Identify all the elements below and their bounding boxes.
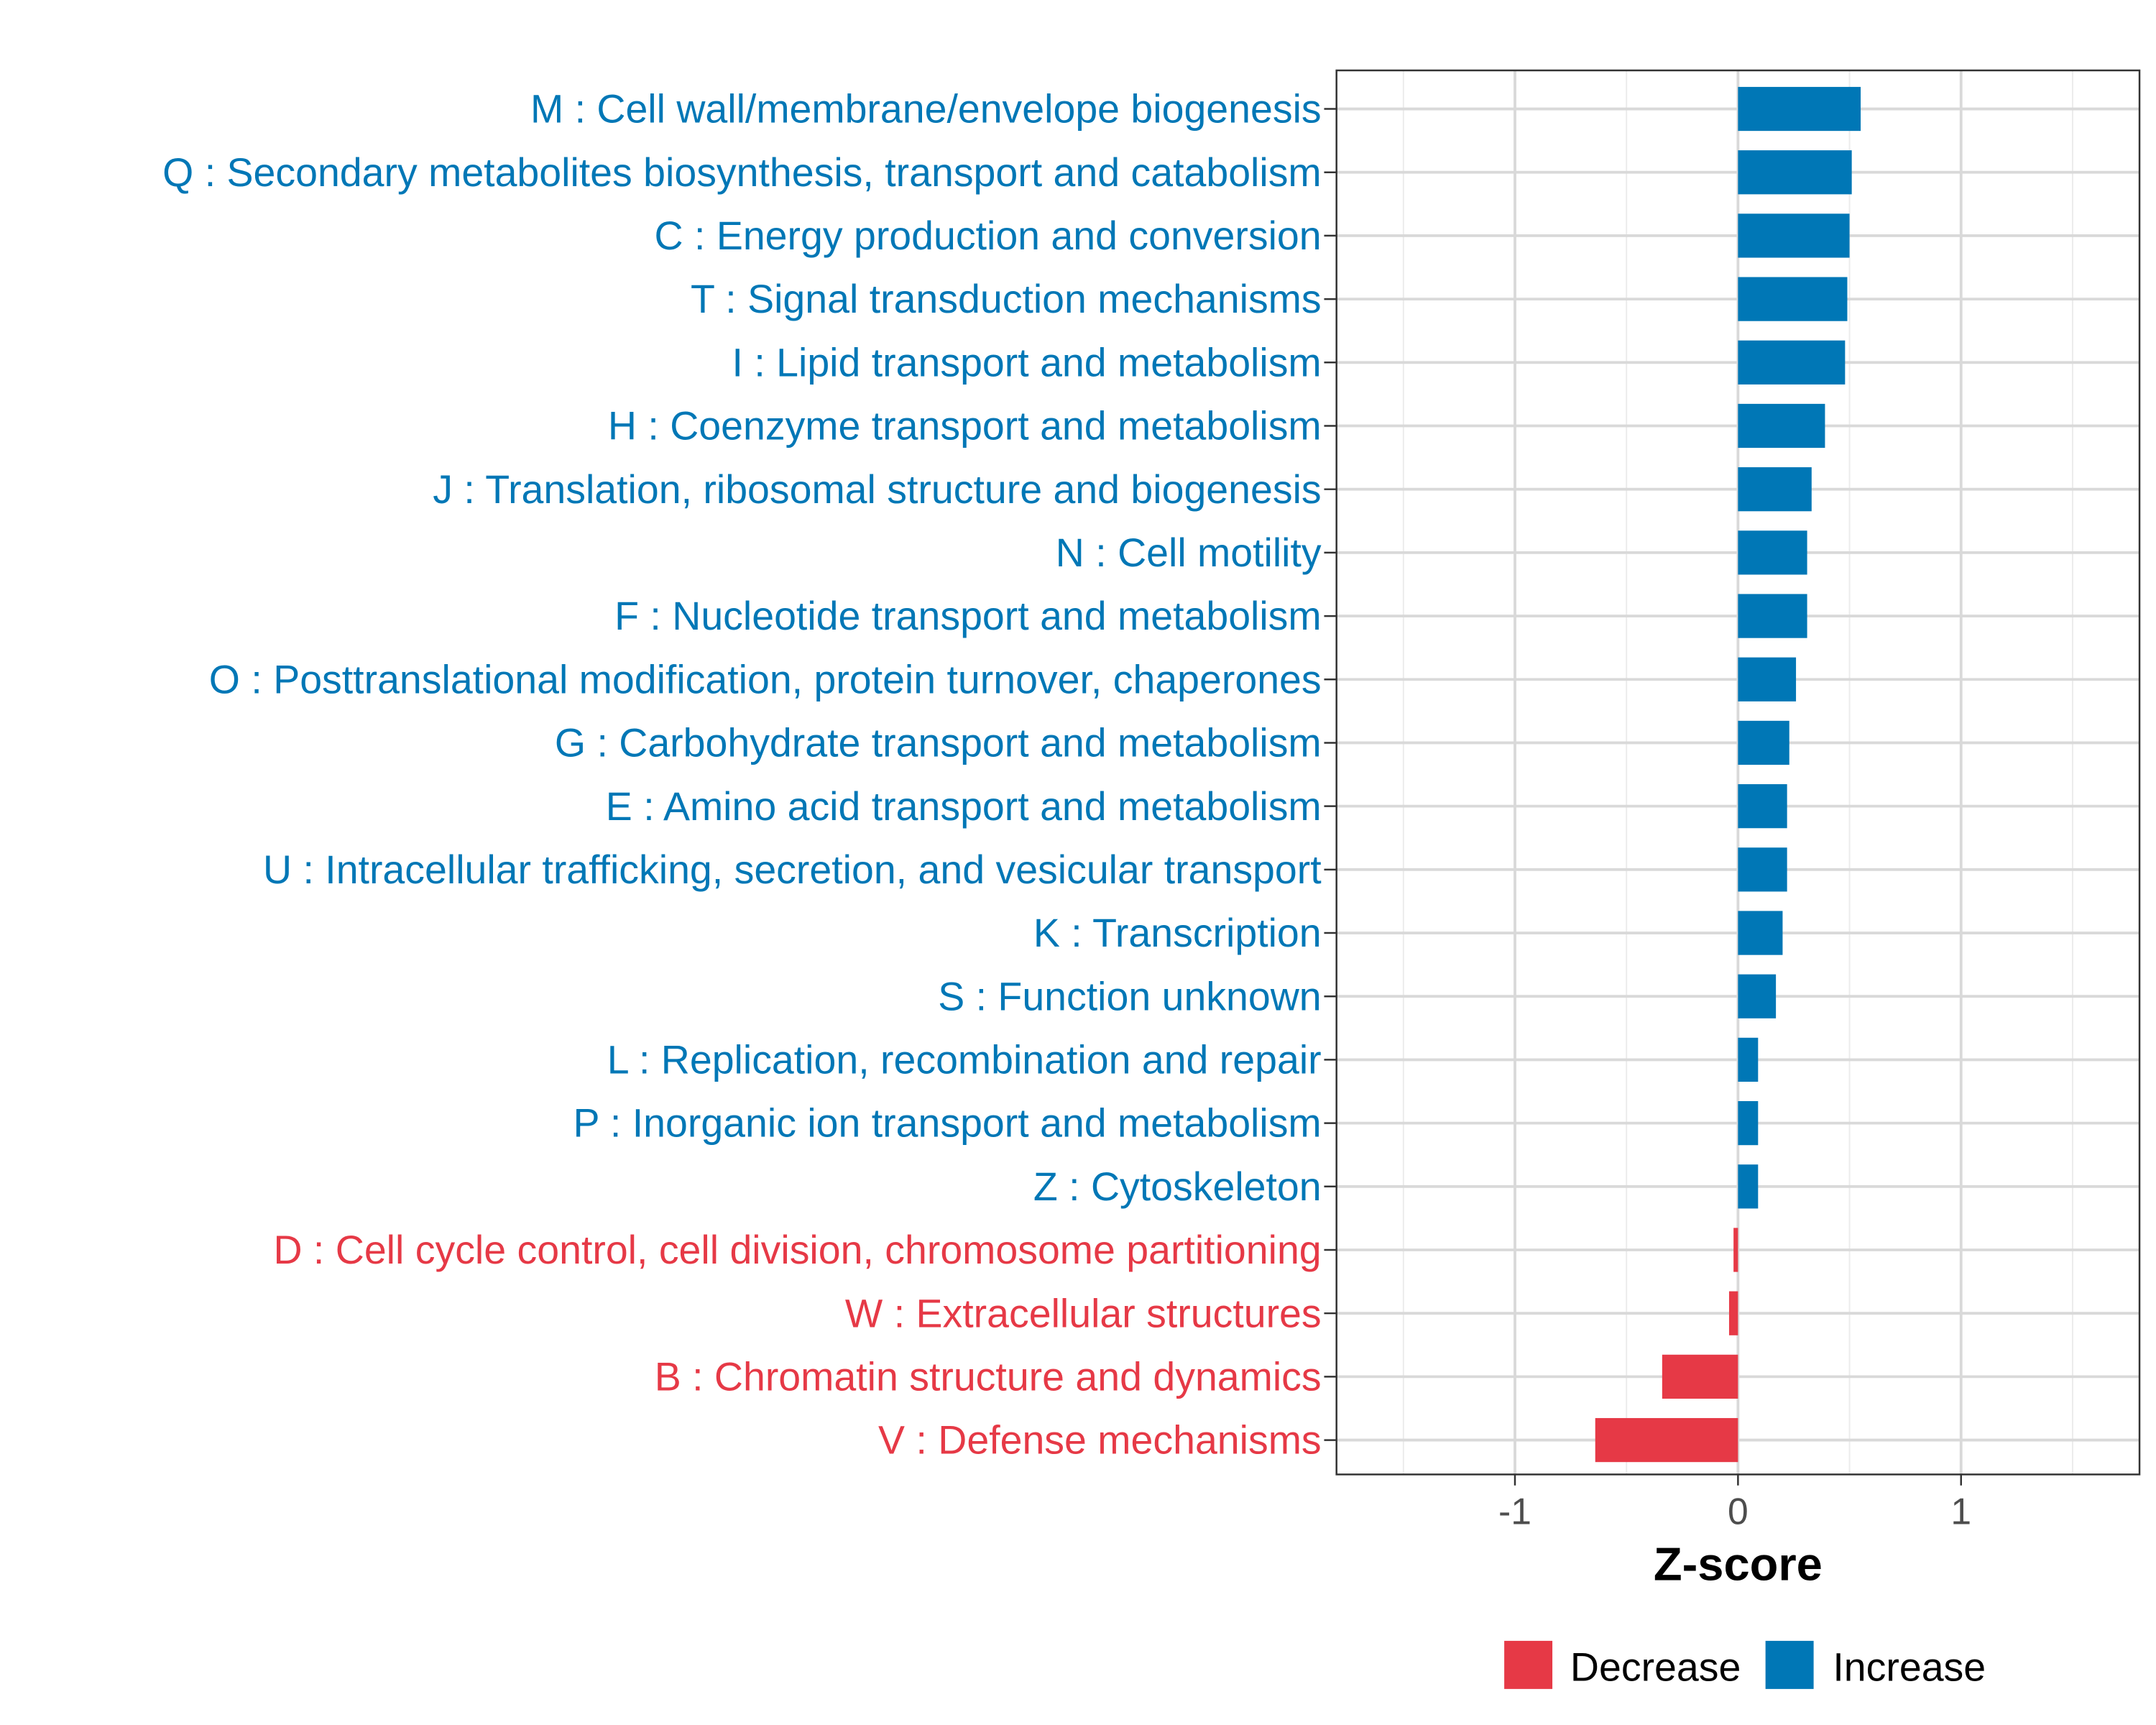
bar (1738, 784, 1787, 829)
category-label: M : Cell wall/membrane/envelope biogenes… (530, 87, 1322, 132)
category-label: J : Translation, ribosomal structure and… (433, 467, 1321, 512)
bar (1738, 530, 1807, 575)
category-label: T : Signal transduction mechanisms (691, 277, 1322, 321)
bar (1738, 1100, 1759, 1146)
category-label: D : Cell cycle control, cell division, c… (273, 1228, 1321, 1272)
x-tick-label: 0 (1728, 1490, 1749, 1532)
bar (1738, 974, 1777, 1018)
category-label: F : Nucleotide transport and metabolism (614, 594, 1322, 638)
category-label: B : Chromatin structure and dynamics (655, 1355, 1322, 1399)
category-label: V : Defense mechanisms (878, 1418, 1322, 1463)
bar (1738, 847, 1787, 892)
bar (1738, 1037, 1759, 1082)
category-label: K : Transcription (1033, 911, 1322, 955)
bar (1738, 467, 1812, 512)
category-label: E : Amino acid transport and metabolism (606, 784, 1322, 829)
bar (1738, 86, 1861, 132)
bar (1738, 340, 1846, 385)
bar (1738, 911, 1783, 955)
bar (1738, 403, 1825, 448)
x-tick-label: 1 (1950, 1490, 1971, 1532)
bar (1738, 657, 1797, 702)
x-axis-title: Z-score (1654, 1538, 1823, 1591)
bar (1738, 213, 1850, 258)
bars (1595, 86, 1861, 1463)
category-label: G : Carbohydrate transport and metabolis… (555, 721, 1322, 765)
bar (1728, 1291, 1738, 1335)
category-label: I : Lipid transport and metabolism (732, 340, 1322, 385)
bar (1738, 1164, 1759, 1209)
bar (1738, 594, 1807, 638)
legend: Decrease Increase (1504, 1640, 1986, 1689)
bar (1595, 1417, 1738, 1463)
legend-label-decrease: Decrease (1570, 1644, 1741, 1689)
category-label: Z : Cytoskeleton (1033, 1164, 1322, 1209)
x-axis-ticks: -1 0 1 (1498, 1474, 1971, 1532)
category-label: Q : Secondary metabolites biosynthesis, … (162, 150, 1321, 195)
category-label: P : Inorganic ion transport and metaboli… (573, 1101, 1322, 1146)
bar (1738, 150, 1852, 195)
bar (1738, 720, 1789, 765)
legend-key-decrease (1504, 1640, 1553, 1689)
bar (1738, 277, 1848, 321)
category-label: C : Energy production and conversion (655, 213, 1322, 258)
category-label: W : Extracellular structures (845, 1291, 1322, 1335)
category-label: U : Intracellular trafficking, secretion… (263, 847, 1322, 892)
category-label: S : Function unknown (938, 974, 1321, 1018)
legend-label-increase: Increase (1833, 1644, 1986, 1689)
legend-key-increase (1765, 1640, 1814, 1689)
bar (1733, 1228, 1738, 1272)
bar (1662, 1354, 1738, 1399)
y-axis-labels: M : Cell wall/membrane/envelope biogenes… (162, 87, 1337, 1463)
category-label: O : Posttranslational modification, prot… (209, 657, 1322, 702)
category-label: L : Replication, recombination and repai… (607, 1038, 1322, 1082)
category-label: N : Cell motility (1056, 530, 1322, 575)
x-tick-label: -1 (1498, 1490, 1531, 1532)
category-label: H : Coenzyme transport and metabolism (608, 404, 1322, 448)
